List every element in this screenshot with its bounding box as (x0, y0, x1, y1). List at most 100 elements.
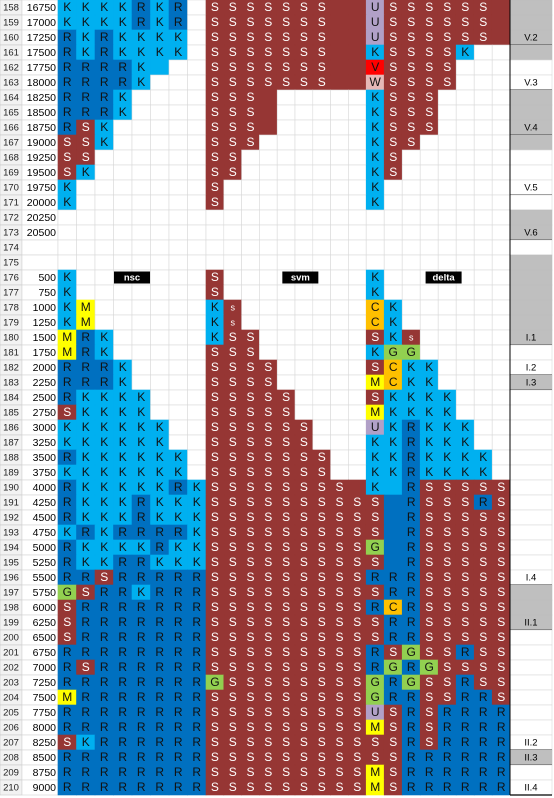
cell (113, 239, 133, 256)
cell (491, 269, 511, 286)
cell-letter: S (246, 735, 254, 749)
cell-letter: S (443, 615, 451, 629)
cell (383, 494, 403, 511)
cell-letter: S (300, 720, 308, 734)
cell-letter: S (246, 30, 254, 44)
row-number: 178 (3, 303, 19, 314)
cell (401, 284, 421, 301)
cell (455, 389, 475, 406)
cell-letter: M (81, 300, 91, 314)
cell-letter: S (389, 75, 397, 89)
cell (76, 224, 96, 241)
cell (348, 134, 367, 151)
cell (168, 269, 188, 286)
cell (150, 344, 170, 361)
cell-letter: R (63, 720, 72, 734)
cell-letter: S (282, 480, 290, 494)
cell-letter: S (300, 780, 308, 794)
cell-letter: R (63, 390, 72, 404)
value: 17000 (27, 17, 56, 29)
cell-letter: R (155, 660, 164, 674)
cell (259, 314, 278, 331)
cell (473, 104, 493, 121)
cell-letter: S (229, 450, 237, 464)
value: 18000 (27, 77, 56, 89)
cell (473, 164, 493, 181)
cell (491, 164, 511, 181)
cell-letter: S (318, 60, 326, 74)
cell (168, 149, 188, 166)
cell (94, 179, 114, 196)
cell-letter: K (156, 15, 164, 29)
row-number: 177 (3, 288, 19, 299)
cell (330, 314, 349, 331)
cell (365, 224, 385, 241)
cell-letter: R (81, 525, 90, 539)
cell-letter: S (353, 585, 361, 599)
cell (259, 344, 278, 361)
cell-letter: S (63, 165, 71, 179)
row-number: 208 (3, 753, 19, 764)
cell-letter: S (229, 30, 237, 44)
cell-letter: M (370, 375, 380, 389)
cell-letter: R (389, 585, 398, 599)
cell (491, 14, 511, 31)
row-number: 176 (3, 273, 19, 284)
cell-letter: R (155, 540, 164, 554)
cell-letter: S (229, 510, 237, 524)
label-cell (509, 584, 553, 601)
cell (241, 149, 260, 166)
cell-letter: R (137, 570, 146, 584)
cell-letter: K (156, 480, 164, 494)
cell-letter: S (229, 120, 237, 134)
cell (455, 404, 475, 421)
cell (383, 524, 403, 541)
value: 16750 (27, 2, 56, 14)
cell (131, 134, 151, 151)
cell-letter: R (155, 705, 164, 719)
label-cell (509, 674, 553, 691)
cell-letter: R (407, 450, 416, 464)
cell-letter: K (174, 555, 182, 569)
cell-letter: R (137, 705, 146, 719)
cell-letter: K (371, 450, 379, 464)
cell (131, 359, 151, 376)
cell-letter: S (211, 600, 219, 614)
row-number: 196 (3, 573, 19, 584)
cell-letter: S (246, 120, 254, 134)
cell (241, 314, 260, 331)
cell-letter: K (156, 0, 164, 14)
cell-letter: S (264, 705, 272, 719)
cell (276, 374, 296, 391)
cell-letter: K (193, 525, 201, 539)
cell-letter: K (443, 405, 451, 419)
cell-letter: S (282, 645, 290, 659)
cell (437, 149, 457, 166)
cell (491, 104, 511, 121)
cell-letter: S (211, 540, 219, 554)
cell-letter: S (443, 600, 451, 614)
cell-letter: K (371, 105, 379, 119)
cell (473, 419, 493, 436)
value: 500 (38, 272, 56, 284)
cell (437, 374, 457, 391)
cell (330, 449, 349, 466)
cell-letter: S (264, 405, 272, 419)
cell (276, 299, 296, 316)
cell-letter: R (174, 600, 183, 614)
cell-letter: S (407, 120, 415, 134)
cell-letter: S (211, 735, 219, 749)
row-number: 186 (3, 423, 19, 434)
cell-letter: R (63, 780, 72, 794)
cell (383, 284, 403, 301)
row-number: 209 (3, 768, 19, 779)
cell-letter: R (497, 780, 506, 794)
cell (348, 149, 367, 166)
cell (113, 224, 133, 241)
cell-letter: K (119, 45, 127, 59)
cell-letter: S (63, 735, 71, 749)
cell (473, 359, 493, 376)
cell-letter: R (137, 495, 146, 509)
label-cell (509, 419, 553, 436)
